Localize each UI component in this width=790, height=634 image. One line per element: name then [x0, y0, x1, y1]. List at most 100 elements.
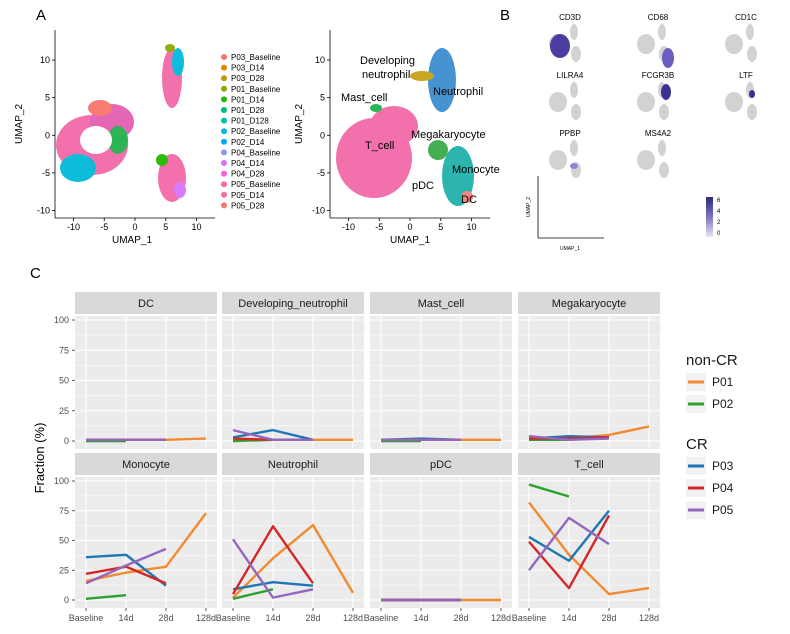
series-line-p05 — [85, 547, 167, 585]
legend-item-label: P02 — [712, 397, 734, 411]
cluster-label-neutrophil: Neutrophil — [433, 86, 483, 98]
facet-strip — [222, 453, 364, 475]
umap-celltype-xtick-label: -10 — [342, 222, 355, 232]
x-tick-label: 14d — [561, 613, 576, 623]
facet-strip — [518, 453, 660, 475]
chart-ylabel: Fraction (%) — [32, 423, 47, 494]
feature-plot-silhouette — [637, 34, 655, 54]
y-tick-label: 75 — [59, 506, 69, 516]
legend-group-title: CR — [686, 436, 708, 453]
facet-panel — [370, 477, 512, 608]
umap-sample-ylabel: UMAP_2 — [14, 104, 25, 144]
series-line-p05 — [528, 516, 610, 571]
series-line-p02 — [528, 483, 570, 498]
legend-label: P01_D14 — [231, 95, 265, 104]
legend-label: P05_Baseline — [231, 180, 281, 189]
umap-celltype-ylabel: UMAP_2 — [294, 104, 305, 144]
legend-dot — [221, 181, 227, 188]
feature-plot-silhouette — [570, 82, 578, 98]
expression-scale-label: 6 — [717, 198, 721, 204]
panel-label-c: C — [30, 265, 41, 282]
facet-panel — [370, 316, 512, 449]
legend-dot — [221, 85, 227, 92]
expression-scale-bar — [706, 197, 713, 237]
umap-celltype-xtick-label: -5 — [375, 222, 383, 232]
feature-plot-xlabel: UMAP_1 — [560, 246, 580, 252]
feature-plot-silhouette — [746, 24, 754, 40]
legend-dot — [221, 138, 227, 145]
panel-label-a: A — [36, 7, 46, 24]
series-line-p02 — [85, 594, 127, 601]
umap-sample-ytick-label: 5 — [45, 93, 50, 103]
y-tick-label: 50 — [59, 536, 69, 546]
facet-panel — [222, 316, 364, 449]
feature-plot-silhouette — [549, 92, 567, 112]
facet-title: pDC — [430, 459, 452, 471]
feature-plot-silhouette — [549, 150, 567, 170]
x-tick-label: 128d — [639, 613, 659, 623]
umap-celltype-ytick-label: 0 — [320, 130, 325, 140]
umap-celltype-ytick-label: 10 — [315, 55, 325, 65]
y-tick-label: 100 — [54, 476, 69, 486]
x-tick-label: 28d — [305, 613, 320, 623]
y-tick-label: 25 — [59, 406, 69, 416]
umap-sample-neutro-cluster-3 — [165, 44, 175, 52]
umap-sample-xtick-label: 10 — [192, 222, 202, 232]
series-line-p03 — [232, 428, 314, 441]
legend-label: P02_D14 — [231, 138, 265, 147]
facet-panel — [518, 316, 660, 449]
legend-dot — [221, 149, 227, 156]
umap-sample-xtick-label: 5 — [163, 222, 168, 232]
facet-pdc: pDC Baseline 14d 28d 128d — [364, 453, 512, 623]
x-tick-label: 128d — [491, 613, 511, 623]
feature-plot-title: LILRA4 — [557, 71, 584, 80]
umap-sample-plot: -10 -5 0 5 10 10 5 0 -5 -10 UMAP_1 UMAP_2 — [14, 30, 215, 246]
series-line-p04 — [231, 525, 314, 595]
feature-plot-axes: UMAP_1 UMAP_2 — [526, 176, 604, 252]
facet-neutrophil: Neutrophil Baseline 14d 28d 128d — [216, 453, 364, 623]
y-tick-label: 0 — [64, 595, 69, 605]
umap-celltype-x-ticks: -10 -5 0 5 10 — [342, 218, 477, 232]
legend-dot — [221, 170, 227, 177]
umap-sample-ytick-label: 10 — [40, 55, 50, 65]
umap-celltype-ytick-label: -5 — [317, 168, 325, 178]
expression-scale-label: 2 — [717, 220, 721, 226]
x-tick-label: 128d — [343, 613, 363, 623]
feature-plot-silhouette — [659, 104, 669, 120]
umap-sample-ytick-label: -5 — [42, 168, 50, 178]
x-tick-label: 28d — [601, 613, 616, 623]
legend-dot — [221, 64, 227, 71]
legend-label: P05_D28 — [231, 201, 265, 210]
umap-sample-xtick-label: -10 — [67, 222, 80, 232]
facet-title: Neutrophil — [268, 459, 318, 471]
feature-plot-ylabel: UMAP_2 — [526, 197, 532, 217]
umap-sample-tcell-cluster-4 — [88, 100, 112, 116]
series-line-p05 — [232, 428, 313, 441]
series-line-p04 — [528, 514, 611, 590]
legend-dot — [221, 128, 227, 135]
umap-sample-neutro-cluster-2 — [172, 48, 184, 76]
umap-celltype-xtick-label: 5 — [438, 222, 443, 232]
umap-celltype-clusters — [336, 48, 474, 206]
umap-celltype-plot: -10 -5 0 5 10 10 5 0 -5 -10 UMAP_1 UMAP_2 Develo… — [294, 30, 500, 246]
series-line-p01 — [528, 501, 650, 596]
series-line-p04 — [529, 436, 610, 440]
panel-label-b: B — [500, 7, 510, 24]
feature-plot-silhouette — [637, 150, 655, 170]
legend-label: P01_D28 — [231, 106, 265, 115]
umap-celltype-devneutro-cluster — [410, 71, 434, 81]
legend-dot — [221, 54, 227, 60]
feature-plot-silhouette — [725, 92, 743, 112]
umap-celltype-mono-cluster — [442, 146, 474, 206]
cluster-label-monocyte: Monocyte — [452, 164, 500, 176]
facet-panel — [75, 316, 217, 449]
umap-celltype-tcell-cluster-2 — [370, 106, 418, 146]
legend-label: P02_Baseline — [231, 127, 281, 136]
cluster-label-dc: DC — [461, 194, 477, 206]
series-line-p03 — [528, 510, 610, 562]
feature-plot-silhouette — [747, 104, 757, 120]
facet-strip — [222, 292, 364, 314]
feature-plot-silhouette — [658, 140, 666, 156]
feature-plot-grid: CD3D CD68 CD1C LILRA4 FCGR3B LTF PPBP MS4A2 — [549, 13, 757, 178]
expression-scale-ticks: 6 4 2 0 — [717, 198, 721, 237]
